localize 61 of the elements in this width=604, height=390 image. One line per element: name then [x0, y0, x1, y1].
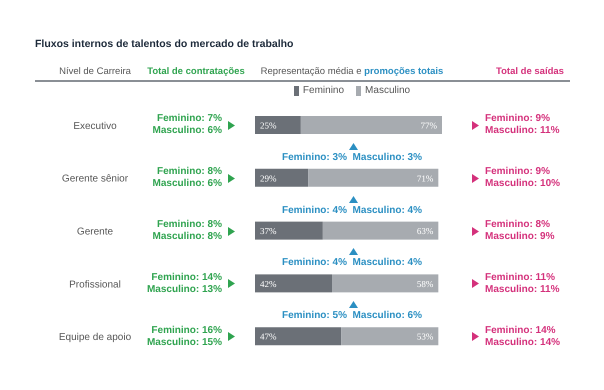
data-label: 47% [260, 332, 277, 342]
bar [255, 116, 301, 134]
text: Fluxos internos de talentos do mercado de trabalho [35, 38, 294, 50]
data-label: 37% [260, 226, 277, 236]
annotation: Masculino: 4% [352, 204, 422, 216]
annotation: Feminino: 5% [282, 310, 347, 322]
text: Feminino: 8% [156, 219, 222, 231]
legend-label: Feminino [302, 85, 344, 97]
text: Feminino: 8% [156, 166, 222, 178]
text: Feminino: 9% [485, 166, 552, 178]
text: Feminino: 11% [485, 272, 556, 284]
y-tick-label: Profissional [69, 279, 121, 290]
bar [255, 168, 308, 187]
data-label: 42% [260, 278, 277, 289]
y-axis-title: Nível de Carreira [58, 66, 132, 78]
text: Representação média e [260, 66, 362, 77]
annotation: Masculino: 6% [352, 310, 422, 322]
text: Feminino: 14% [150, 272, 222, 284]
bar [300, 116, 442, 134]
legend-label: Masculino [364, 85, 410, 97]
text: Masculino: 11% [485, 284, 560, 296]
y-tick-label: Gerente sênior [62, 174, 129, 185]
text: Masculino: 14% [485, 336, 560, 349]
data-label: 53% [416, 332, 434, 342]
data-label: 25% [260, 120, 277, 130]
text: Feminino: 8% [485, 219, 552, 231]
text: Masculino: 15% [146, 336, 222, 348]
text: promoções totais [364, 66, 444, 77]
text: Masculino: 8% [152, 231, 222, 243]
data-label: 77% [420, 120, 438, 130]
data-label: 71% [416, 173, 434, 184]
bar [341, 327, 438, 346]
text: Masculino: 10% [485, 178, 560, 190]
y-tick-label: Gerente [76, 226, 114, 238]
y-tick-label: Equipe de apoio [58, 332, 132, 344]
y-tick-label: Executivo [73, 120, 118, 132]
annotation: Masculino: 4% [352, 257, 422, 268]
bar [255, 274, 332, 292]
text: Feminino: 14% [485, 324, 557, 337]
text: Masculino: 9% [485, 231, 554, 243]
data-label: 63% [416, 226, 434, 236]
text: Feminino: 7% [156, 113, 222, 126]
bar [308, 168, 438, 187]
text: Masculino: 13% [146, 284, 222, 296]
text: Feminino: 16% [151, 324, 222, 336]
text: Masculino: 6% [152, 125, 222, 138]
text: Feminino: 9% [485, 113, 552, 126]
annotation: Feminino: 4% [282, 257, 347, 268]
data-label: 29% [260, 173, 277, 184]
text: Masculino: 6% [152, 178, 222, 190]
text: Total de saídas [495, 66, 565, 78]
bar [255, 327, 342, 346]
annotation: Feminino: 3% [282, 152, 347, 163]
text: Total de contratações [146, 66, 246, 78]
annotation: Masculino: 3% [352, 152, 422, 163]
bar [322, 222, 438, 240]
annotation: Feminino: 4% [282, 204, 347, 216]
bar [332, 274, 438, 292]
data-label: 58% [416, 278, 434, 289]
text: Masculino: 11% [485, 125, 560, 138]
bar [255, 222, 323, 240]
